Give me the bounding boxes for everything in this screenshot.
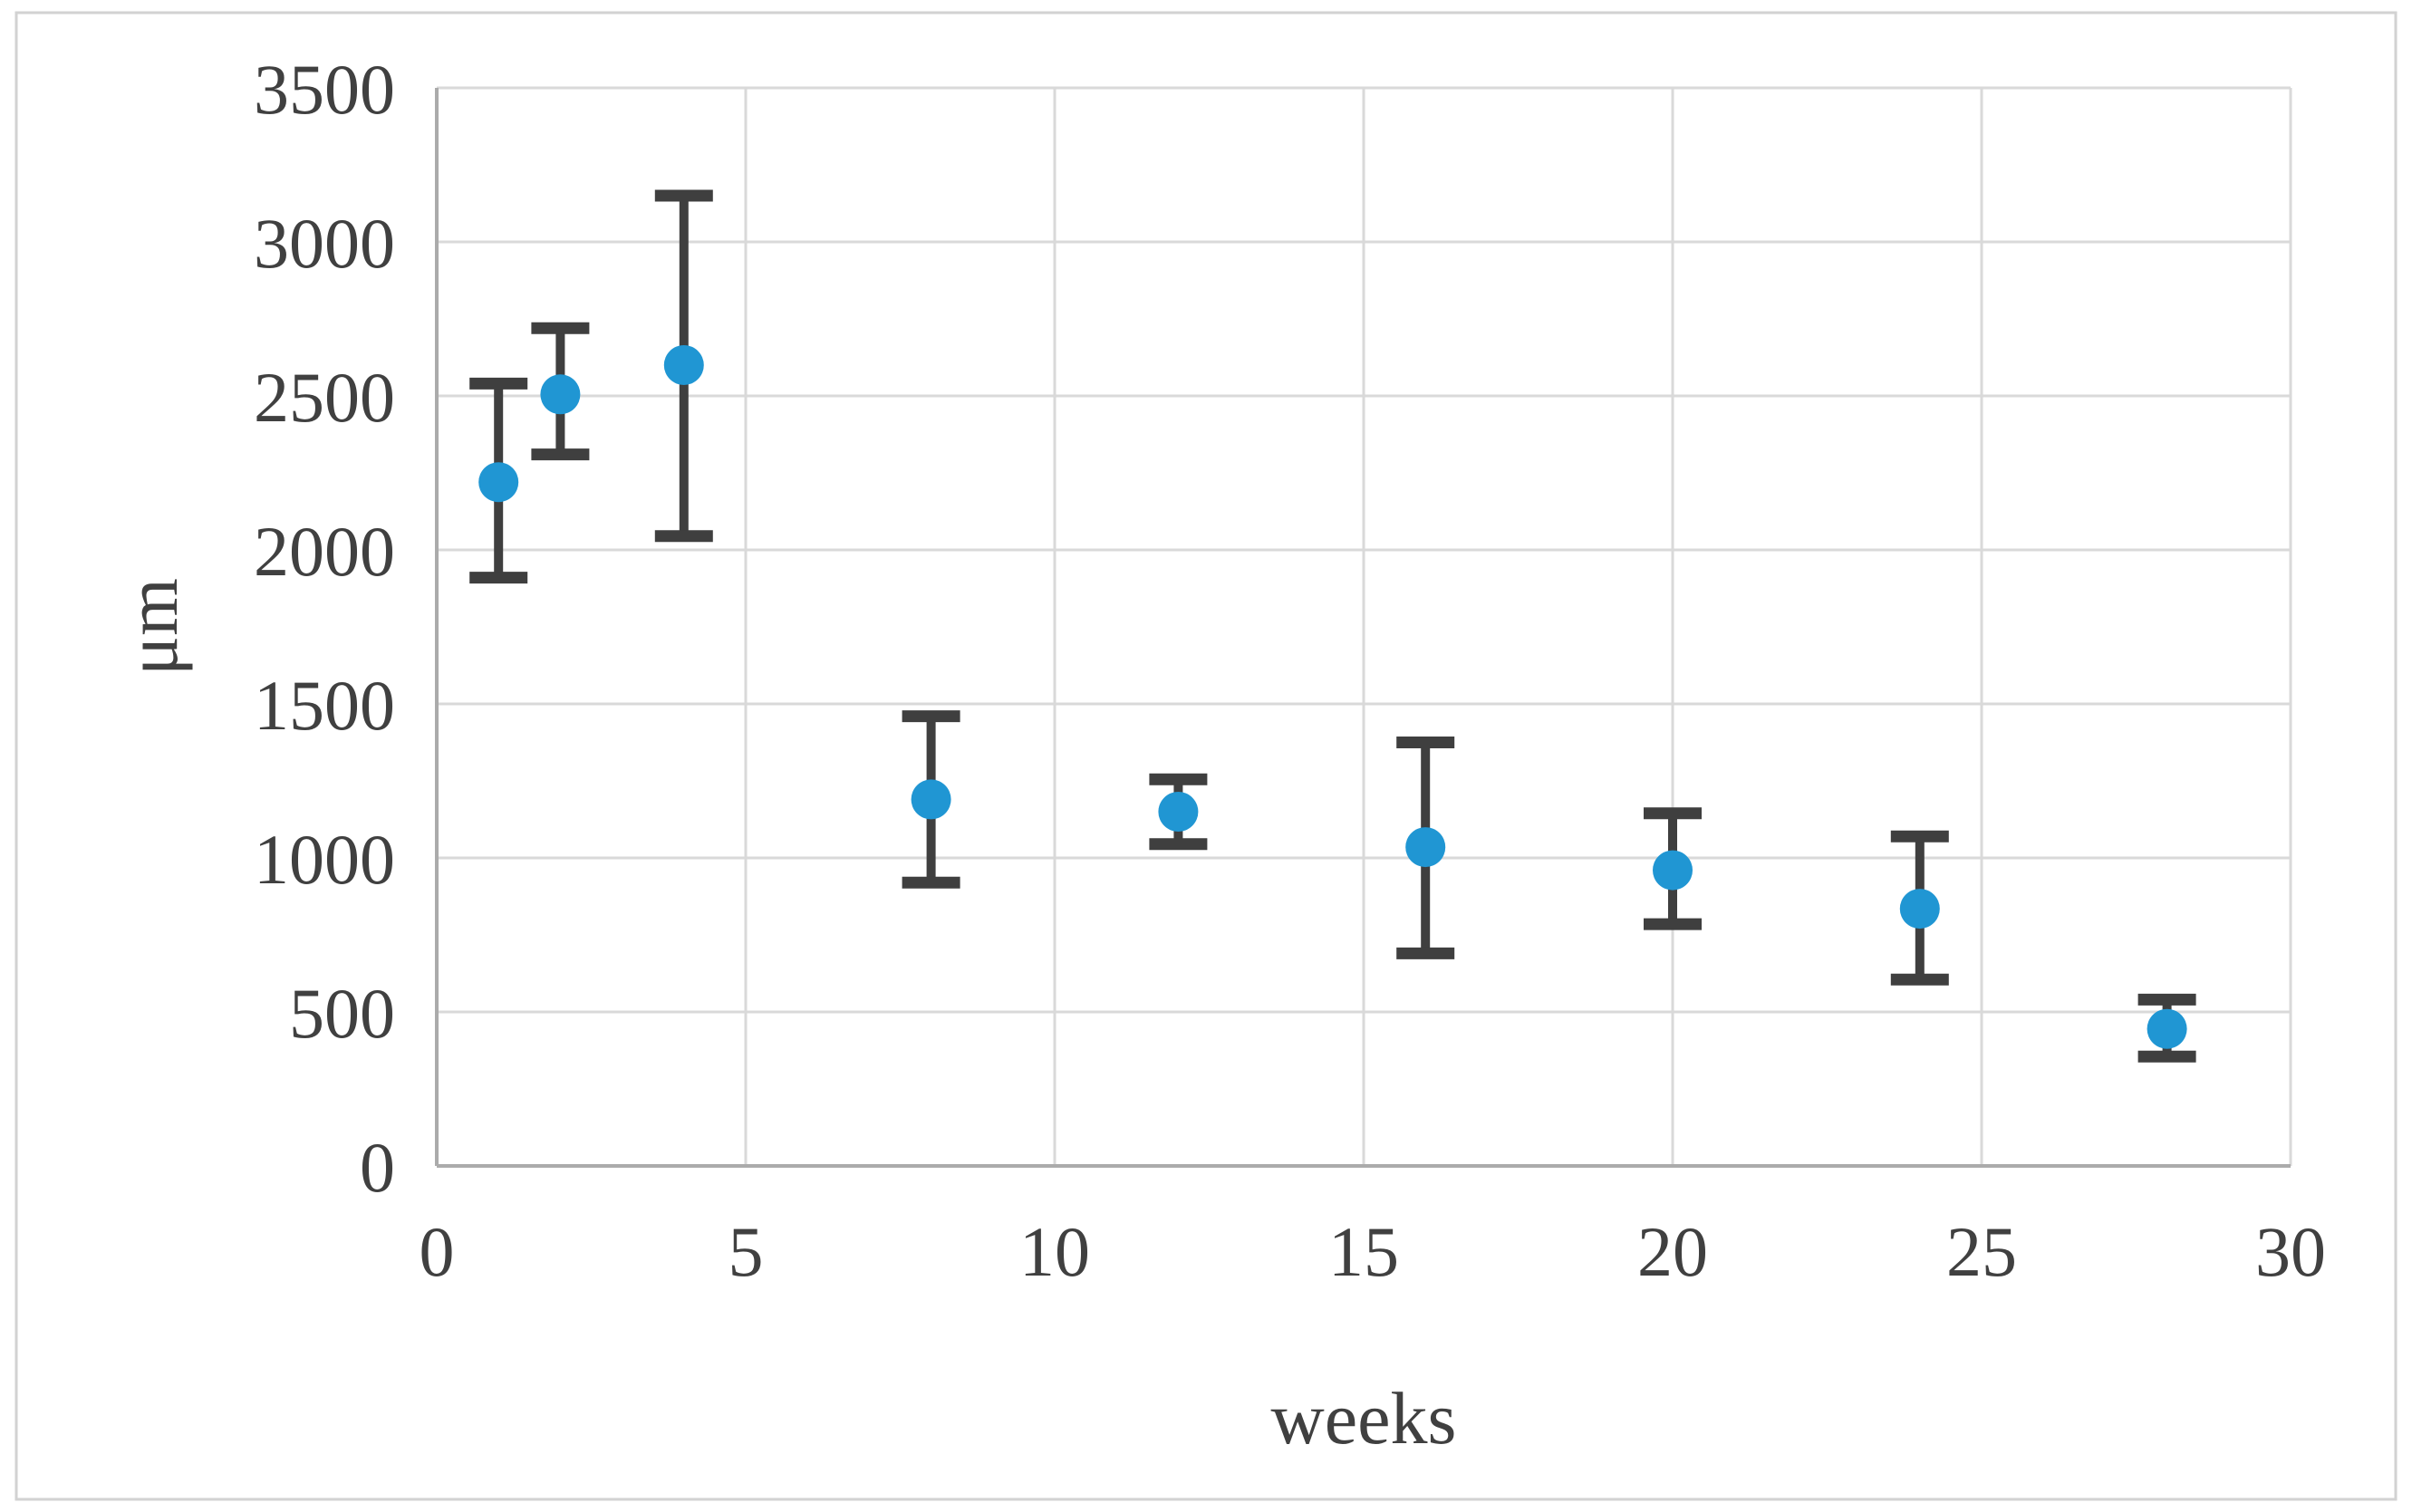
x-tick-label: 5 bbox=[728, 1212, 764, 1291]
data-point-marker bbox=[1653, 850, 1693, 891]
y-tick-label: 1500 bbox=[254, 666, 395, 745]
y-axis-title: μm bbox=[111, 578, 193, 676]
x-tick-label: 10 bbox=[1019, 1212, 1090, 1291]
y-tick-label: 0 bbox=[360, 1128, 395, 1207]
x-axis-title: weeks bbox=[1270, 1377, 1457, 1459]
x-tick-label: 0 bbox=[420, 1212, 455, 1291]
x-tick-label: 20 bbox=[1637, 1212, 1708, 1291]
figure-border bbox=[14, 11, 2398, 1501]
x-tick-label: 15 bbox=[1328, 1212, 1399, 1291]
x-tick-label: 25 bbox=[1946, 1212, 2017, 1291]
data-point-marker bbox=[663, 345, 704, 385]
y-tick-label: 3500 bbox=[254, 50, 395, 129]
y-tick-label: 2500 bbox=[254, 358, 395, 437]
data-point-marker bbox=[911, 779, 951, 820]
x-tick-label: 30 bbox=[2255, 1212, 2326, 1291]
y-tick-label: 500 bbox=[289, 974, 395, 1053]
data-point-marker bbox=[1899, 889, 1940, 929]
data-point-marker bbox=[478, 462, 519, 503]
data-point-marker bbox=[1158, 792, 1199, 832]
data-point-marker bbox=[1405, 827, 1446, 868]
y-tick-label: 1000 bbox=[254, 820, 395, 899]
data-point-marker bbox=[540, 374, 581, 415]
y-tick-label: 3000 bbox=[254, 204, 395, 283]
data-point-marker bbox=[2147, 1008, 2187, 1049]
y-tick-label: 2000 bbox=[254, 512, 395, 591]
